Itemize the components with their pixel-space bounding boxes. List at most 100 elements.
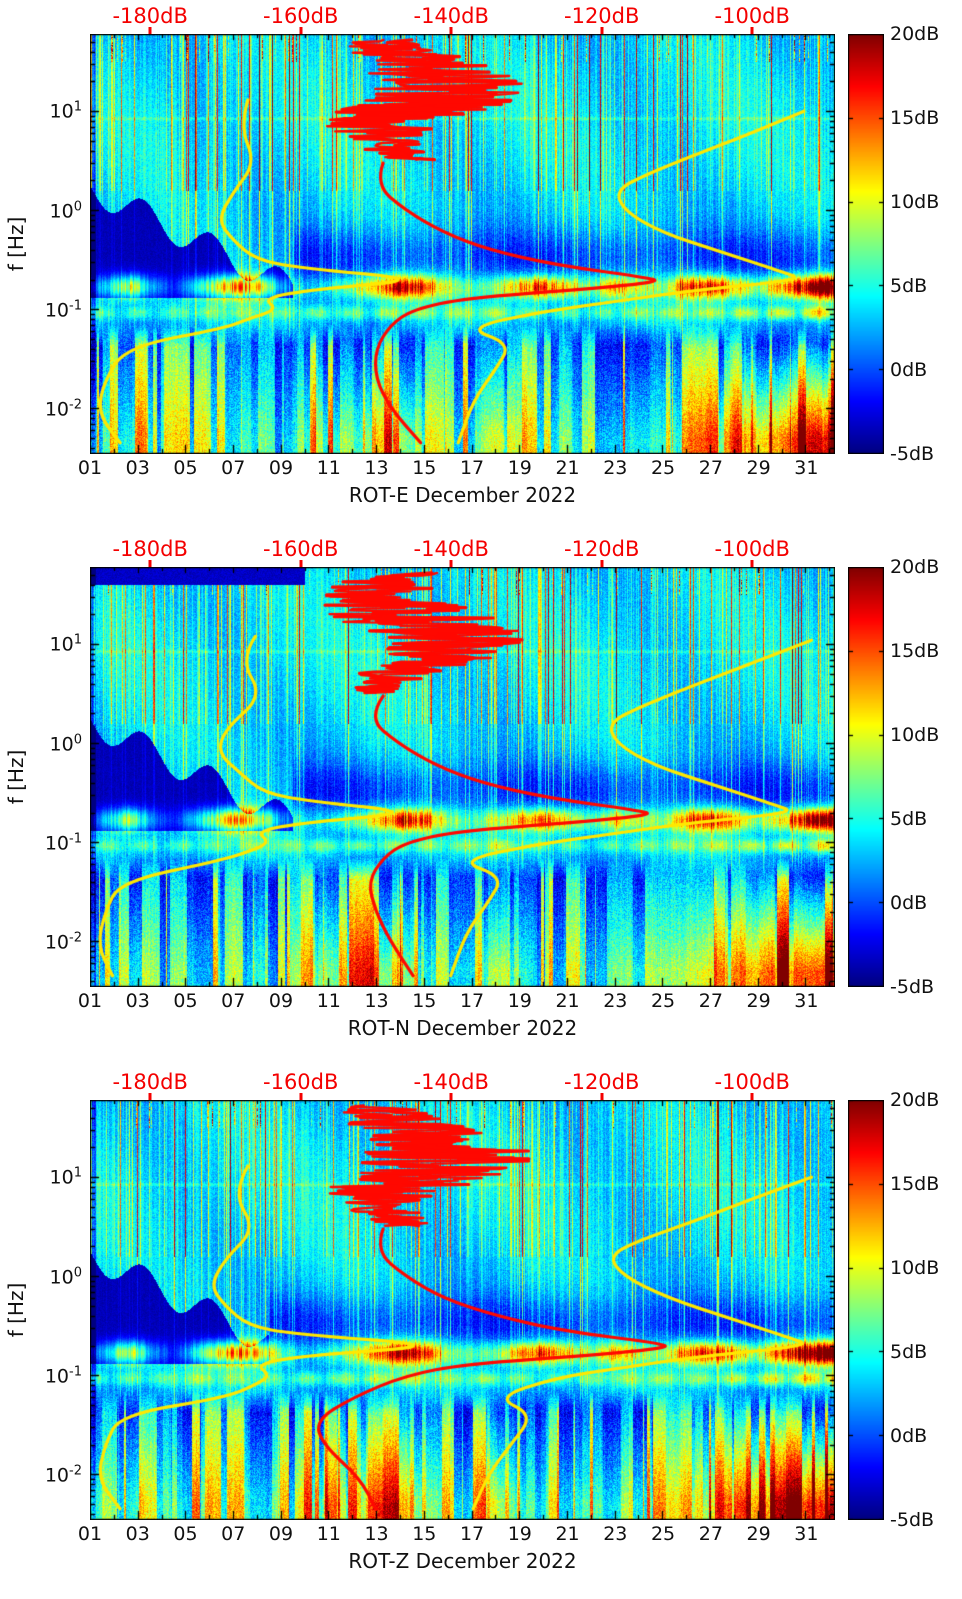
x-tick-label: 29 [746,990,771,1012]
top-axis-tick [600,27,604,34]
colorbar-tick-label: 15dB [890,107,940,129]
top-db-axis: -180dB -160dB -140dB -120dB -100dB [90,1070,835,1100]
colorbar-tick-label: 10dB [890,724,940,746]
x-axis-title: ROT-E December 2022 [348,483,577,507]
x-tick-label: 13 [364,457,389,479]
x-tick-label: 21 [555,457,580,479]
x-tick-label: 07 [221,990,246,1012]
top-db-label: -180dB [112,537,188,561]
x-tick-label: 27 [698,457,723,479]
top-db-label: -100dB [714,537,790,561]
x-axis-ticks: 01 03 05 07 09 11 13 15 17 19 21 23 25 27 29 31 [78,457,835,481]
x-tick-label: 17 [459,1523,485,1545]
x-tick-label: 19 [507,1523,532,1545]
x-tick-label: 15 [412,1523,437,1545]
x-axis-title: ROT-N December 2022 [347,1016,578,1040]
x-tick-label: 17 [459,990,485,1012]
colorbar-tick-label: 20dB [890,23,940,45]
spectrogram-canvas [90,1100,835,1520]
x-tick-label: 09 [268,1523,294,1545]
x-tick-label: 25 [650,990,676,1012]
x-tick-label: 09 [268,457,294,479]
top-db-label: -160dB [263,537,339,561]
top-db-label: -120dB [564,1070,640,1094]
x-tick-label: 01 [77,1523,103,1545]
top-axis-tick [148,1093,152,1100]
x-tick-label: 19 [507,457,532,479]
y-tick-label: 10-1 [44,1364,82,1388]
plot-area [90,34,835,454]
colorbar-tick-label: 20dB [890,556,940,578]
x-axis-title: ROT-Z December 2022 [348,1549,577,1573]
colorbar-tick-label: 15dB [890,640,940,662]
colorbar-tick-label: 5dB [890,275,928,297]
x-tick-label: 13 [364,1523,389,1545]
y-tick-label: 100 [49,732,82,756]
x-tick-label: 21 [555,1523,580,1545]
colorbar [848,567,884,987]
x-tick-label: 03 [125,1523,150,1545]
y-tick-label: 101 [49,99,82,124]
y-tick-label: 10-2 [44,1463,82,1487]
spectrogram-canvas [90,567,835,987]
y-tick-label: 100 [49,199,82,223]
colorbar-tick-label: 5dB [890,1341,928,1363]
top-db-axis: -180dB -160dB -140dB -120dB -100dB [90,537,835,567]
y-tick-label: 101 [49,1165,82,1190]
top-axis-tick [600,1093,604,1100]
x-tick-label: 25 [650,457,676,479]
y-tick-label: 10-2 [44,397,82,421]
top-axis-tick [600,560,604,567]
x-tick-label: 13 [364,990,389,1012]
top-axis-tick [299,27,303,34]
top-axis-tick [148,27,152,34]
top-db-label: -140dB [413,4,489,28]
x-tick-label: 07 [221,1523,246,1545]
x-axis-ticks: 01 03 05 07 09 11 13 15 17 19 21 23 25 27 29 31 [78,1523,835,1547]
plot-area [90,1100,835,1520]
x-tick-label: 03 [125,457,150,479]
y-tick-label: 10-2 [44,930,82,954]
top-db-label: -120dB [564,537,640,561]
top-axis-tick [449,27,453,34]
colorbar-tick-label: -5dB [890,1509,935,1531]
top-axis-tick [449,560,453,567]
x-tick-label: 21 [555,990,580,1012]
top-db-label: -120dB [564,4,640,28]
x-tick-label: 09 [268,990,294,1012]
colorbar-canvas [848,34,884,454]
top-db-label: -180dB [112,4,188,28]
x-tick-label: 15 [412,457,437,479]
top-db-label: -160dB [263,4,339,28]
top-db-label: -100dB [714,4,790,28]
top-axis-tick [750,27,754,34]
spectrogram-panel: -180dB -160dB -140dB -120dB -100dB f [Hz] 10… [0,0,962,533]
x-tick-label: 25 [650,1523,676,1545]
colorbar-tick-label: -5dB [890,443,935,465]
top-axis-tick [750,560,754,567]
colorbar-canvas [848,1100,884,1520]
top-axis-tick [299,1093,303,1100]
top-db-axis: -180dB -160dB -140dB -120dB -100dB [90,4,835,34]
x-tick-label: 01 [77,990,103,1012]
spectrogram-panel: -180dB -160dB -140dB -120dB -100dB f [Hz] 10… [0,1066,962,1599]
colorbar-tick-label: 20dB [890,1089,940,1111]
x-tick-label: 11 [316,457,341,479]
x-tick-label: 05 [173,990,198,1012]
colorbar [848,34,884,454]
colorbar-tick-labels: 20dB 15dB 10dB 5dB 0dB -5dB [890,556,962,998]
x-tick-label: 31 [794,1523,819,1545]
colorbar-tick-label: 15dB [890,1173,940,1195]
x-tick-label: 07 [221,457,246,479]
top-axis-tick [750,1093,754,1100]
x-axis-ticks: 01 03 05 07 09 11 13 15 17 19 21 23 25 27 29 31 [78,990,835,1014]
y-axis-ticks: 101 100 10-1 10-2 [0,34,86,454]
y-axis-ticks: 101 100 10-1 10-2 [0,1100,86,1520]
colorbar-tick-label: 0dB [890,1425,928,1447]
top-db-label: -160dB [263,1070,339,1094]
x-tick-label: 01 [77,457,103,479]
x-tick-label: 31 [794,990,819,1012]
colorbar-tick-label: 0dB [890,359,928,381]
plot-area [90,567,835,987]
top-db-label: -180dB [112,1070,188,1094]
